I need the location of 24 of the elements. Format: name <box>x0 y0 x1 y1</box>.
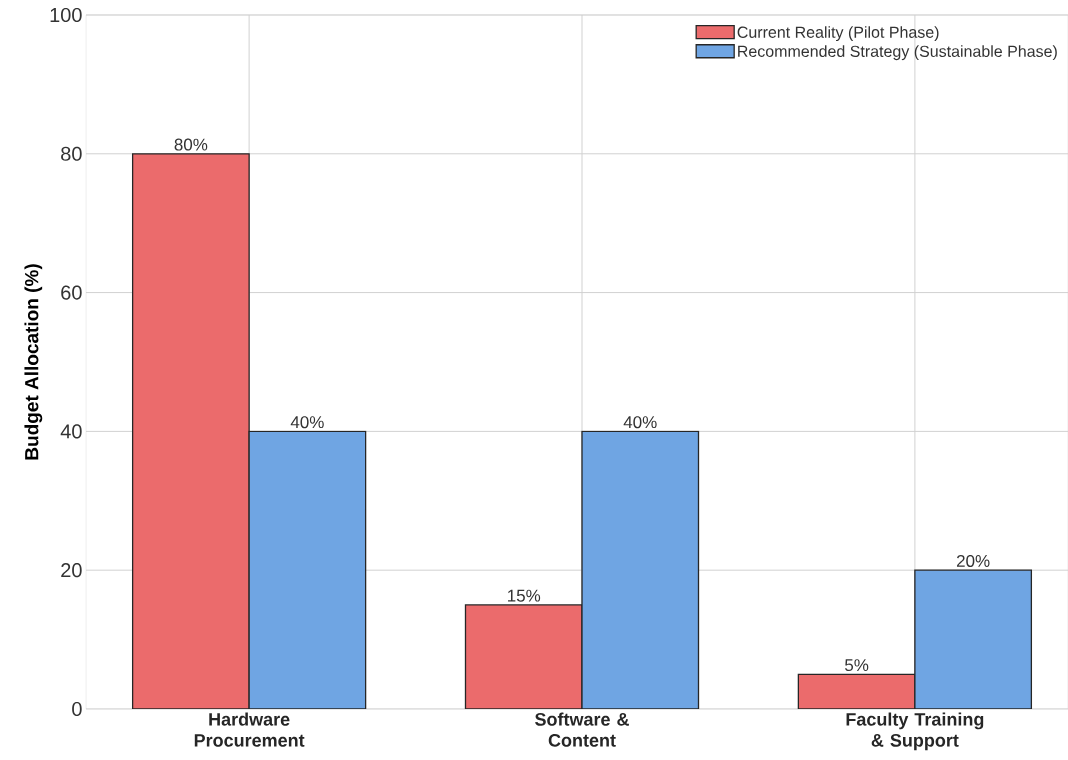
y-tick-label: 100 <box>50 7 82 23</box>
y-tick-label: 60 <box>61 285 82 300</box>
legend-label: Current Reality (Pilot Phase) <box>737 26 939 42</box>
y-tick-label: 0 <box>72 701 82 717</box>
y-tick-label: 40 <box>60 424 82 439</box>
x-tick-label: Software & Content <box>535 712 629 747</box>
bar <box>464 604 583 709</box>
y-tick-label: 80 <box>61 146 82 161</box>
bar <box>797 673 916 709</box>
bar <box>131 153 250 709</box>
data-label: 40% <box>623 416 657 429</box>
bar <box>914 569 1033 709</box>
x-tick-label: Faculty Training & Support <box>846 712 984 751</box>
legend-label: Recommended Strategy (Sustainable Phase) <box>738 45 1057 61</box>
y-axis-title: Budget Allocation (%) <box>24 264 43 460</box>
bar <box>248 430 367 709</box>
data-label: 15% <box>508 589 541 602</box>
x-tick-label: Hardware Procurement <box>194 712 305 747</box>
data-label: 80% <box>174 138 208 151</box>
bar <box>581 430 700 709</box>
data-label: 20% <box>956 554 990 567</box>
y-tick-label: 20 <box>61 563 82 578</box>
data-label: 5% <box>845 659 869 672</box>
data-label: 40% <box>290 416 324 429</box>
